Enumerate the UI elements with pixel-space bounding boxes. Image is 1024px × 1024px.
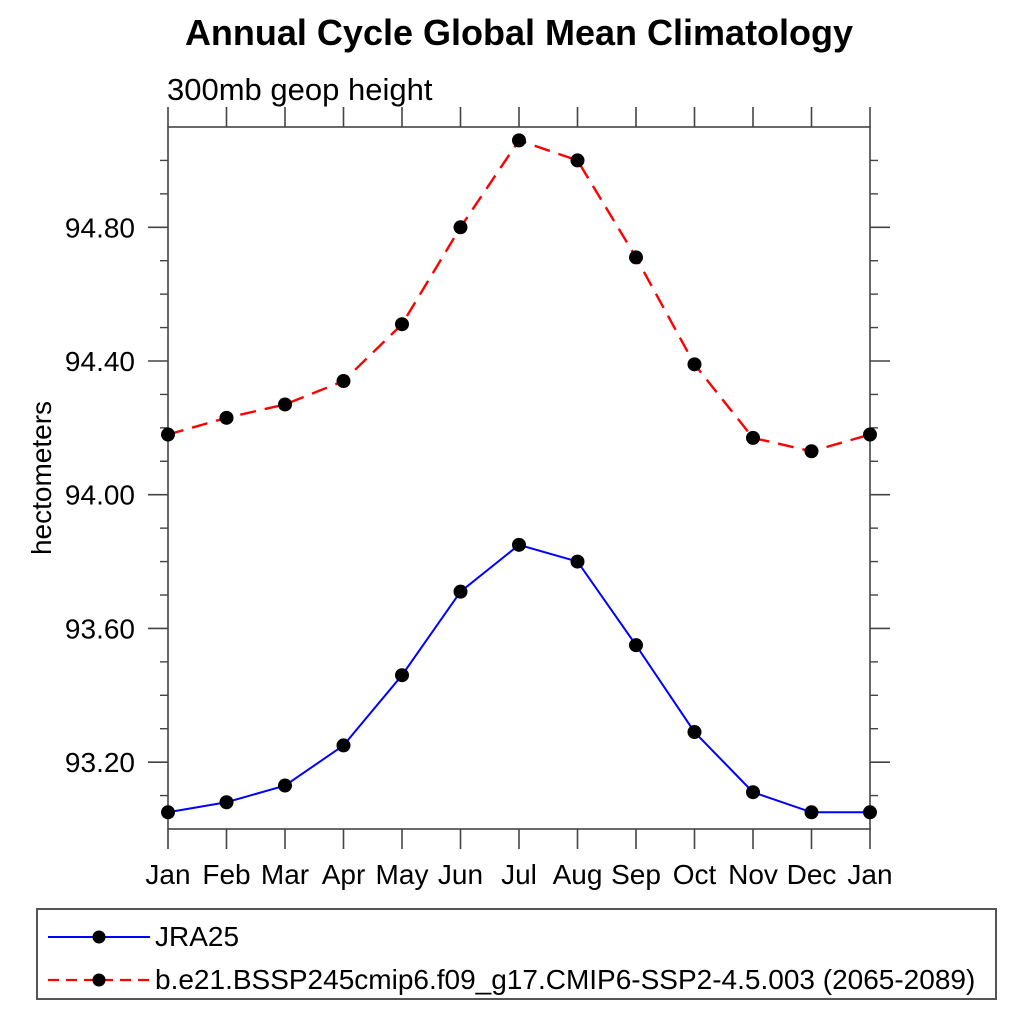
series-0-marker	[161, 805, 175, 820]
series-line-0	[167, 543, 870, 814]
series-0-marker	[278, 778, 292, 793]
x-tick-label: Nov	[728, 859, 778, 890]
series-1-marker	[336, 374, 351, 389]
x-tick-label: Sep	[611, 859, 661, 890]
legend-label: JRA25	[155, 921, 240, 952]
series-0-marker	[219, 795, 234, 810]
x-tick-label: Dec	[787, 859, 837, 890]
series-line-1	[167, 138, 871, 453]
legend-box: JRA25 b.e21.BSSP245cmip6.f09_g17.CMIP6-SS…	[36, 908, 997, 1000]
series-0-marker	[453, 584, 468, 599]
plot-frame	[167, 126, 871, 830]
x-tick-label: Aug	[553, 859, 603, 890]
series-0-marker	[629, 638, 643, 653]
series-0-marker	[512, 537, 526, 552]
chart-subtitle: 300mb geop height	[167, 72, 433, 107]
series-1-marker	[804, 444, 819, 459]
legend-item: b.e21.BSSP245cmip6.f09_g17.CMIP6-SSP2-4.…	[46, 964, 976, 995]
series-1-marker	[278, 397, 292, 412]
x-tick-label: Jun	[438, 859, 483, 890]
x-tick-label: May	[376, 859, 429, 890]
series-0-marker	[746, 785, 760, 800]
y-tick-label: 94.80	[65, 212, 135, 243]
legend-label: b.e21.BSSP245cmip6.f09_g17.CMIP6-SSP2-4.…	[155, 964, 976, 995]
legend-sample-solid-line	[48, 930, 150, 944]
legend-marker-dot	[92, 973, 106, 987]
series-0-marker	[687, 725, 702, 740]
series-1-marker	[863, 427, 877, 442]
series-1-marker	[687, 357, 702, 372]
legend-item: JRA25	[46, 921, 240, 952]
x-tick-label: Oct	[673, 859, 717, 890]
series-1-marker	[395, 317, 409, 332]
series-0-marker	[336, 738, 351, 753]
legend-marker-dot	[92, 930, 106, 944]
series-1-marker	[629, 250, 643, 265]
y-tick-label: 94.00	[65, 480, 135, 511]
y-tick-label: 93.20	[65, 747, 135, 778]
x-tick-label: Jan	[145, 859, 190, 890]
series-0-marker	[863, 805, 877, 820]
series-1-marker	[512, 133, 526, 148]
series-0-marker	[570, 554, 585, 569]
x-tick-label: Apr	[322, 859, 366, 890]
series-0-marker	[395, 668, 409, 683]
y-tick-label: 93.60	[65, 613, 135, 644]
series-1-marker	[570, 153, 585, 168]
series-1-marker	[161, 427, 175, 442]
series-0-marker	[804, 805, 819, 820]
series-1-marker	[746, 430, 760, 445]
series-1-marker	[453, 220, 468, 235]
x-tick-label: Mar	[261, 859, 309, 890]
chart-title: Annual Cycle Global Mean Climatology	[184, 12, 854, 53]
legend-sample-dashed-line	[48, 973, 150, 987]
x-tick-label: Jul	[501, 859, 537, 890]
series-1-marker	[219, 410, 234, 425]
x-tick-label: Feb	[202, 859, 250, 890]
y-tick-label: 94.40	[65, 346, 135, 377]
x-tick-label: Jan	[847, 859, 892, 890]
